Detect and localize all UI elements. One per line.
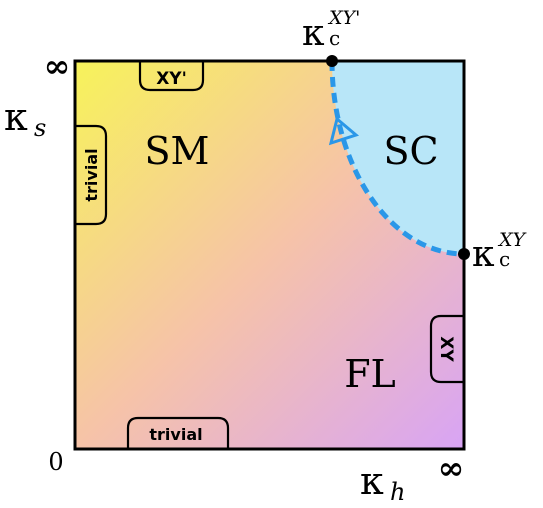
critical-label-top-sub: c xyxy=(329,26,340,50)
tag-right-frame xyxy=(429,314,464,384)
x-axis-subscript: h xyxy=(390,478,405,506)
x-axis-symbol: κ xyxy=(360,459,384,503)
tag-top-label: XY' xyxy=(156,69,187,89)
critical-point-top xyxy=(326,55,338,67)
critical-label-right-sub: c xyxy=(499,247,510,271)
critical-label-right: κ c XY xyxy=(472,229,528,275)
critical-label-right-sup: XY xyxy=(497,229,528,251)
critical-label-right-symbol: κ xyxy=(472,234,495,275)
tag-right-label: XY xyxy=(436,336,456,362)
x-axis-label: κ h xyxy=(360,459,405,506)
critical-label-top: κ c XY' xyxy=(302,7,360,54)
critical-point-right xyxy=(458,248,470,260)
y-axis-label: κ s xyxy=(4,95,46,142)
sc-region xyxy=(332,61,464,254)
critical-label-top-symbol: κ xyxy=(302,13,325,54)
y-infinity-label: ∞ xyxy=(44,47,71,85)
phase-label-sc: SC xyxy=(383,129,438,173)
phase-label-sm: SM xyxy=(145,129,210,173)
phase-boundary-curve xyxy=(329,60,465,257)
tag-bottom-label: trivial xyxy=(149,425,202,444)
tag-left-label: trivial xyxy=(82,148,101,201)
tag-top-frame xyxy=(138,61,205,92)
phase-label-fl: FL xyxy=(344,352,396,396)
flow-arrow-icon xyxy=(328,116,360,146)
y-axis-subscript: s xyxy=(34,114,46,142)
x-infinity-label: ∞ xyxy=(438,449,465,487)
tag-bottom-frame xyxy=(126,416,230,449)
critical-label-top-sup: XY' xyxy=(327,7,360,29)
tag-left-frame xyxy=(75,124,108,226)
y-axis-symbol: κ xyxy=(4,95,28,139)
origin-label: 0 xyxy=(48,448,63,476)
